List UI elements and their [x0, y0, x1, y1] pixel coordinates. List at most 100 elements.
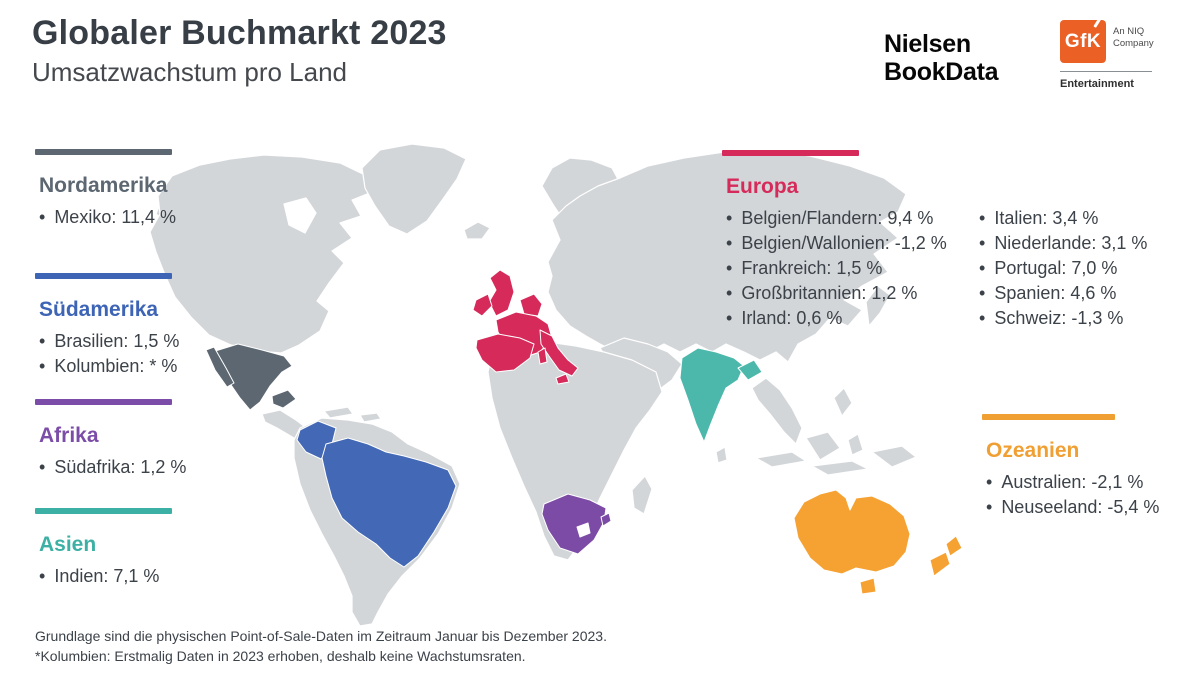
map-sardinia: [537, 347, 548, 365]
stat-kolumbien: Kolumbien: * %: [39, 354, 179, 379]
stat-australien: Australien: -2,1 %: [986, 470, 1159, 495]
accent-bar-europa: [722, 150, 859, 156]
nielsen-logo-line1: Nielsen: [884, 30, 971, 58]
stat-list-europa-col2: Italien: 3,4 % Niederlande: 3,1 % Portug…: [979, 206, 1147, 331]
map-mexico: [211, 343, 293, 411]
section-asien: Asien Indien: 7,1 %: [35, 508, 172, 589]
stat-frankreich: Frankreich: 1,5 %: [726, 256, 947, 281]
accent-bar-afrika: [35, 399, 172, 405]
map-scandinavia: [541, 157, 621, 256]
stat-list-afrika: Südafrika: 1,2 %: [39, 455, 186, 480]
page-subtitle: Umsatzwachstum pro Land: [32, 57, 348, 87]
nielsen-bookdata-logo: Nielsen BookData: [884, 30, 999, 86]
gfk-logo-mark: GfK: [1060, 17, 1106, 63]
stat-grossbritannien: Großbritannien: 1,2 %: [726, 281, 947, 306]
map-yucatan: [271, 389, 297, 409]
stat-neuseeland: Neuseeland: -5,4 %: [986, 495, 1159, 520]
gfk-division-label: Entertainment: [1060, 78, 1134, 90]
stat-mexiko: Mexiko: 11,4 %: [39, 205, 176, 230]
map-caribbean-1: [323, 406, 354, 419]
header: Globaler Buchmarkt 2023 Umsatzwachstum p…: [32, 14, 447, 88]
map-iberia: [475, 333, 535, 373]
stat-italien: Italien: 3,4 %: [979, 206, 1147, 231]
map-central-america: [261, 409, 323, 447]
map-south-africa: [541, 493, 607, 555]
map-uk: [488, 269, 515, 317]
stat-portugal: Portugal: 7,0 %: [979, 256, 1147, 281]
stat-schweiz: Schweiz: -1,3 %: [979, 306, 1147, 331]
region-heading-europa: Europa: [726, 175, 799, 198]
map-se-asia: [751, 377, 803, 445]
gfk-tagline: An NIQ Company: [1113, 20, 1154, 50]
page-title: Globaler Buchmarkt 2023: [32, 14, 447, 52]
map-india: [679, 347, 745, 443]
gfk-monogram: GfK: [1064, 30, 1102, 52]
map-caribbean-2: [359, 412, 382, 423]
stat-niederlande: Niederlande: 3,1 %: [979, 231, 1147, 256]
map-highlight-asia: [679, 347, 763, 443]
stat-belgien-wallonien: Belgien/Wallonien: -1,2 %: [726, 231, 946, 256]
region-heading-nordamerika: Nordamerika: [39, 174, 168, 197]
map-new-zealand-south: [929, 551, 951, 577]
footnote-line2: *Kolumbien: Erstmalig Daten in 2023 erho…: [35, 647, 526, 664]
map-java: [811, 460, 869, 476]
stat-irland: Irland: 0,6 %: [726, 306, 947, 331]
map-sri-lanka: [715, 446, 728, 464]
accent-bar-nordamerika: [35, 149, 172, 155]
gfk-logo: GfK An NIQ Company Entertainment: [1060, 17, 1156, 90]
map-new-zealand-north: [945, 535, 963, 557]
stat-spanien: Spanien: 4,6 %: [979, 281, 1147, 306]
accent-bar-ozeanien: [982, 414, 1115, 420]
map-brazil: [321, 437, 457, 568]
map-iceland: [463, 221, 491, 240]
map-northeast-india: [737, 359, 763, 381]
map-highlight-south-america: [296, 420, 457, 568]
accent-bar-asien: [35, 508, 172, 514]
gfk-logo-row: GfK An NIQ Company: [1060, 17, 1156, 63]
gfk-tagline-line1: An NIQ: [1113, 26, 1145, 37]
map-highlight-north-america: [205, 343, 297, 411]
region-heading-ozeanien: Ozeanien: [986, 439, 1080, 462]
map-africa: [487, 341, 663, 561]
map-new-guinea: [871, 445, 917, 468]
map-sumatra: [755, 451, 807, 468]
stat-brasilien: Brasilien: 1,5 %: [39, 329, 179, 354]
map-colombia: [296, 420, 337, 460]
gfk-divider: [1060, 71, 1152, 72]
stat-belgien-flandern: Belgien/Flandern: 9,4 %: [726, 206, 947, 231]
accent-bar-suedamerika: [35, 273, 172, 279]
section-europa-col2: Italien: 3,4 % Niederlande: 3,1 % Portug…: [975, 206, 1147, 331]
map-sulawesi: [847, 433, 864, 456]
map-philippines: [833, 387, 853, 417]
map-highlight-europe: [472, 269, 579, 385]
map-eswatini: [600, 512, 612, 527]
map-hudson-bay: [283, 197, 317, 234]
section-afrika: Afrika Südafrika: 1,2 %: [35, 399, 186, 480]
footnote: Grundlage sind die physischen Point-of-S…: [35, 627, 607, 666]
map-australia: [793, 489, 911, 575]
map-borneo: [805, 431, 841, 461]
section-nordamerika: Nordamerika Mexiko: 11,4 %: [35, 149, 176, 230]
stat-list-nordamerika: Mexiko: 11,4 %: [39, 205, 176, 230]
map-north-america: [149, 154, 373, 354]
map-tasmania: [859, 577, 877, 595]
map-ireland: [472, 293, 493, 317]
map-benelux: [519, 293, 543, 317]
stat-list-ozeanien: Australien: -2,1 % Neuseeland: -5,4 %: [986, 470, 1159, 520]
stat-list-asien: Indien: 7,1 %: [39, 564, 172, 589]
stat-list-europa-col1: Belgien/Flandern: 9,4 % Belgien/Wallonie…: [726, 206, 947, 331]
section-suedamerika: Südamerika Brasilien: 1,5 % Kolumbien: *…: [35, 273, 179, 379]
map-middle-east: [599, 337, 683, 393]
map-madagascar: [631, 475, 653, 515]
map-lesotho: [576, 522, 591, 538]
gfk-accent-slash: [1093, 17, 1102, 28]
map-highlight-oceania: [793, 489, 963, 595]
region-heading-asien: Asien: [39, 533, 97, 556]
stat-indien: Indien: 7,1 %: [39, 564, 172, 589]
footnote-line1: Grundlage sind die physischen Point-of-S…: [35, 628, 607, 644]
map-highlight-africa: [541, 493, 612, 555]
section-europa: Europa Belgien/Flandern: 9,4 % Belgien/W…: [722, 150, 947, 331]
stat-suedafrika: Südafrika: 1,2 %: [39, 455, 186, 480]
